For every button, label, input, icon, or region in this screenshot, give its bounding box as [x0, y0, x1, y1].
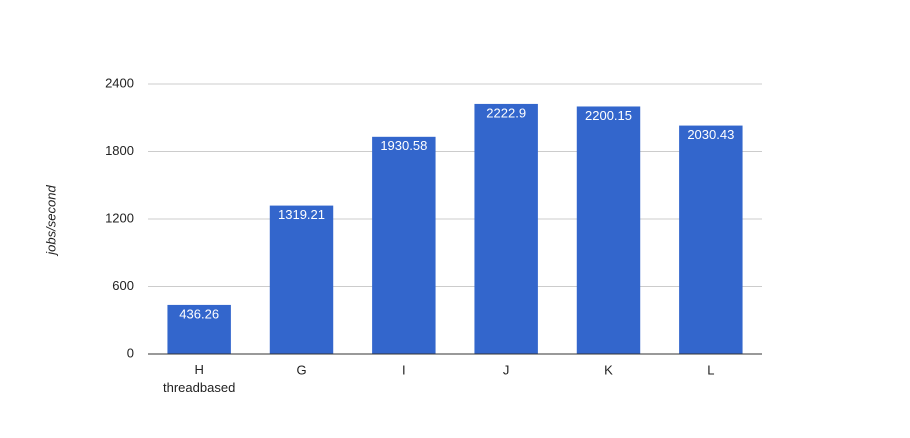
value-label: 2030.43: [687, 127, 734, 142]
value-label: 2200.15: [585, 108, 632, 123]
bar: [269, 205, 334, 354]
bar: [372, 136, 436, 354]
y-tick-label: 600: [112, 278, 134, 293]
bar: [679, 125, 743, 354]
bar: [167, 304, 231, 354]
y-axis-label: jobs/second: [43, 185, 58, 257]
x-tick-label: L: [707, 362, 714, 377]
x-tick-label: J: [503, 362, 510, 377]
value-label: 1319.21: [278, 207, 325, 222]
x-tick-label: G: [296, 362, 306, 377]
x-tick-label: K: [604, 362, 613, 377]
y-tick-label: 1800: [105, 143, 134, 158]
bar: [474, 103, 538, 354]
value-label: 2222.9: [486, 105, 526, 120]
value-label: 1930.58: [380, 138, 427, 153]
x-tick-label: I: [402, 362, 406, 377]
value-label: 436.26: [179, 306, 219, 321]
bar: [576, 106, 641, 354]
y-tick-label: 2400: [105, 75, 134, 90]
y-tick-label: 0: [127, 345, 134, 360]
y-tick-label: 1200: [105, 210, 134, 225]
